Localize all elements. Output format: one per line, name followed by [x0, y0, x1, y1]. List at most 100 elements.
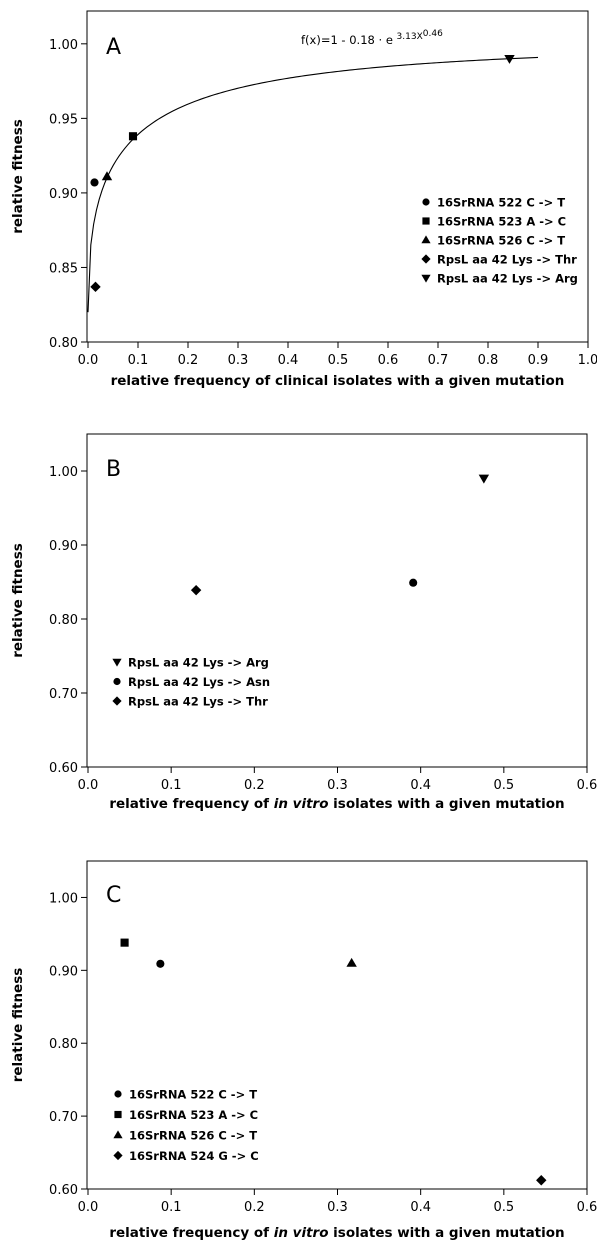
legend-label: RpsL aa 42 Lys -> Arg [128, 656, 269, 670]
legend-label: 16SrRNA 523 A -> C [129, 1108, 258, 1122]
legend-marker-diamond [421, 254, 431, 264]
y-tick-label: 0.70 [49, 1110, 78, 1125]
data-point-square [120, 938, 129, 947]
panel-letter: A [106, 35, 121, 60]
x-tick-label: 0.2 [244, 778, 265, 793]
legend-marker-triangle-up [113, 1130, 123, 1139]
data-point-triangle-down [504, 54, 515, 64]
data-point-circle [156, 959, 165, 968]
legend-marker-circle [113, 677, 121, 686]
x-axis-label: relative frequency of in vitro isolates … [109, 796, 564, 812]
x-tick-label: 0.4 [278, 353, 299, 368]
y-tick-label: 0.95 [49, 112, 78, 127]
x-tick-label: 0.4 [410, 778, 431, 793]
x-axis-label-part: relative frequency of [109, 796, 273, 812]
x-axis-label: relative frequency of clinical isolates … [111, 373, 565, 389]
data-point-triangle-up [346, 957, 357, 967]
x-axis-label-part: relative frequency of [109, 1225, 273, 1241]
y-tick-label: 0.70 [49, 687, 78, 702]
y-axis-label: relative fitness [10, 119, 26, 234]
y-tick-label: 0.80 [49, 336, 78, 351]
legend-marker-diamond [113, 1150, 123, 1161]
x-axis-label: relative frequency of in vitro isolates … [109, 1225, 564, 1241]
legend-marker-diamond [112, 696, 122, 706]
legend-marker-square [422, 217, 430, 225]
legend-marker-triangle-up [421, 235, 431, 244]
y-axis-label: relative fitness [10, 543, 26, 658]
y-tick-label: 0.85 [49, 261, 78, 276]
chart-panel-a: 0.0 0.1 0.2 0.3 0.4 0.5 0.6 0.7 0.8 0.9 1.0 0.80 0.8… [10, 10, 597, 389]
x-axis-label-part: in vitro [274, 1225, 329, 1241]
legend-label: 16SrRNA 522 C -> T [437, 196, 565, 210]
legend-label: 16SrRNA 526 C -> T [437, 234, 565, 248]
x-axis-label-part: in vitro [274, 796, 329, 812]
legend-label: RpsL aa 42 Lys -> Asn [128, 675, 270, 689]
y-tick-label: 0.60 [49, 761, 78, 776]
data-point-square [128, 132, 138, 141]
data-point-triangle-up [101, 171, 113, 181]
x-tick-label: 0.1 [161, 778, 182, 793]
legend-marker-triangle-down [421, 274, 431, 283]
chart-panel-b: 0.0 0.1 0.2 0.3 0.4 0.5 0.6 0.60 0.70 0.80 0.90 1.0… [10, 433, 597, 812]
x-tick-label: 0.6 [577, 778, 597, 793]
x-tick-label: 0.1 [128, 353, 149, 368]
x-tick-label: 0.6 [577, 1200, 597, 1215]
legend-label: RpsL aa 42 Lys -> Arg [437, 272, 578, 286]
x-tick-label: 0.2 [178, 353, 199, 368]
y-tick-label: 0.80 [49, 613, 78, 628]
legend-label: 16SrRNA 524 G -> C [129, 1149, 259, 1163]
plot-frame [86, 433, 588, 768]
x-tick-label: 0.8 [478, 353, 499, 368]
x-tick-label: 0.3 [327, 1200, 348, 1215]
plot-frame [86, 10, 589, 343]
x-tick-label: 0.2 [244, 1200, 265, 1215]
y-tick-label: 0.90 [49, 964, 78, 979]
y-tick-label: 0.90 [49, 187, 78, 202]
x-tick-label: 0.5 [493, 778, 514, 793]
x-tick-label: 1.0 [578, 353, 597, 368]
y-tick-label: 1.00 [49, 38, 78, 53]
x-tick-label: 0.0 [78, 1200, 99, 1215]
x-tick-label: 0.6 [378, 353, 399, 368]
legend-marker-circle [422, 198, 430, 206]
x-tick-label: 0.1 [161, 1200, 182, 1215]
x-tick-label: 0.3 [228, 353, 249, 368]
x-tick-label: 0.0 [78, 778, 99, 793]
x-tick-label: 0.4 [410, 1200, 431, 1215]
x-tick-label: 0.5 [493, 1200, 514, 1215]
legend-label: 16SrRNA 523 A -> C [437, 215, 566, 229]
legend-marker-square [114, 1110, 122, 1119]
x-tick-label: 0.5 [328, 353, 349, 368]
panel-letter: B [106, 457, 121, 482]
fit-equation-power: 0.46 [423, 29, 443, 39]
x-axis-label-part: isolates with a given mutation [328, 796, 564, 812]
x-axis-label-part: isolates with a given mutation [328, 1225, 564, 1241]
x-tick-label: 0.0 [78, 353, 99, 368]
x-tick-label: 0.3 [327, 778, 348, 793]
panel-letter: C [106, 883, 121, 908]
legend-marker-circle [114, 1090, 122, 1098]
legend-label: 16SrRNA 522 C -> T [129, 1088, 257, 1102]
data-point-diamond [90, 281, 101, 293]
data-point-circle [90, 178, 99, 187]
x-tick-label: 0.9 [528, 353, 549, 368]
data-point-circle [409, 578, 418, 587]
y-tick-label: 0.90 [49, 539, 78, 554]
legend-label: 16SrRNA 526 C -> T [129, 1129, 257, 1143]
y-tick-label: 0.80 [49, 1037, 78, 1052]
legend-marker-triangle-down [112, 658, 122, 667]
data-point-diamond [190, 584, 202, 596]
legend-label: RpsL aa 42 Lys -> Thr [128, 695, 268, 709]
fit-equation-exponent: 3.13X [397, 32, 423, 42]
y-tick-label: 0.60 [49, 1183, 78, 1198]
fit-equation-base: f(x)=1 - 0.18 · e [301, 33, 397, 47]
chart-panel-c: 0.0 0.1 0.2 0.3 0.4 0.5 0.6 0.60 0.70 0.80 0.90 1.0… [10, 860, 597, 1241]
x-tick-label: 0.7 [428, 353, 449, 368]
y-tick-label: 1.00 [49, 465, 78, 480]
y-axis-label: relative fitness [10, 968, 26, 1083]
data-point-triangle-down [478, 474, 490, 484]
fit-curve [87, 56, 539, 313]
legend-label: RpsL aa 42 Lys -> Thr [437, 253, 577, 267]
data-point-diamond [536, 1175, 547, 1186]
